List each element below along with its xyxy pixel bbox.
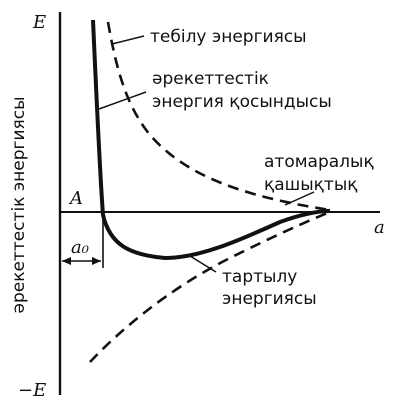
y-axis-top-label: E	[32, 12, 46, 33]
arrow-head-right	[92, 257, 101, 265]
repulsion-leader	[111, 35, 145, 45]
total-energy-curve	[91, 19, 331, 261]
total-label-line2: энергия қосындысы	[152, 92, 332, 112]
y-axis-title: әрекеттестік энергиясы	[9, 96, 29, 313]
distance-label-line1: атомаралық	[264, 152, 374, 172]
x-axis-label: a	[374, 217, 385, 238]
equilibrium-label: a₀	[71, 237, 89, 258]
arrow-head-left	[62, 257, 71, 265]
attraction-leader	[189, 255, 217, 273]
attraction-label-line2: энергиясы	[222, 289, 317, 309]
repulsion-label: тебілу энергиясы	[150, 27, 307, 47]
attraction-label-line1: тартылу	[222, 267, 297, 287]
distance-label-line2: қашықтық	[264, 175, 358, 195]
total-label-line1: әрекеттестік	[152, 69, 269, 89]
attraction-energy-curve	[89, 210, 331, 363]
total-leader	[98, 91, 147, 110]
repulsion-energy-curve	[106, 21, 331, 212]
y-axis-bottom-label: −E	[18, 380, 46, 401]
distance-leader	[284, 191, 315, 206]
point-label: A	[68, 188, 83, 209]
